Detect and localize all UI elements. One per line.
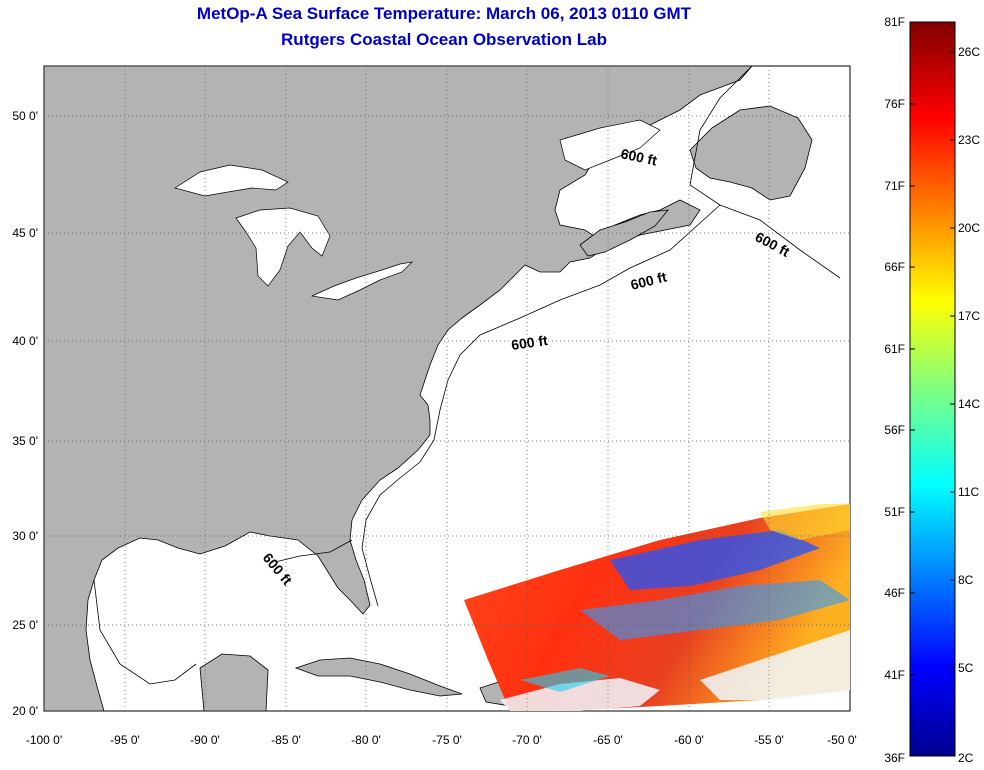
colorbar-f-label: 46F — [884, 586, 905, 600]
colorbar-c-label: 23C — [958, 133, 980, 147]
y-tick-label: 50 0' — [12, 109, 38, 123]
y-tick-label: 20 0' — [12, 704, 38, 718]
y-tick-label: 25 0' — [12, 618, 38, 632]
lake-erie-ontario — [310, 261, 414, 301]
yucatan — [199, 653, 269, 711]
x-tick-label: -90 0' — [190, 733, 220, 747]
colorbar-f-label: 51F — [884, 505, 905, 519]
colorbar-f-label: 66F — [884, 260, 905, 274]
colorbar-f-label: 56F — [884, 423, 905, 437]
colorbar-f-label: 41F — [884, 668, 905, 682]
colorbar-c-label: 5C — [958, 661, 974, 675]
colorbar-f-label: 81F — [884, 15, 905, 29]
north-america-land — [44, 66, 753, 711]
colorbar-f-label: 61F — [884, 342, 905, 356]
x-tick-label: -65 0' — [593, 733, 623, 747]
colorbar-c-labels: 26C 23C 20C 17C 14C 11C 8C 5C 2C — [958, 45, 980, 765]
colorbar-c-label: 20C — [958, 221, 980, 235]
colorbar-f-label: 71F — [884, 179, 905, 193]
colorbar-c-label: 8C — [958, 573, 974, 587]
y-axis-ticks: 50 0' 45 0' 40 0' 35 0' 30 0' 25 0' 20 0… — [12, 109, 38, 718]
x-tick-label: -80 0' — [351, 733, 381, 747]
depth-label: 600 ft — [510, 332, 549, 353]
x-tick-label: -75 0' — [432, 733, 462, 747]
cuba — [294, 657, 463, 697]
x-tick-label: -55 0' — [754, 733, 784, 747]
y-tick-label: 45 0' — [12, 226, 38, 240]
map-title: MetOp-A Sea Surface Temperature: March 0… — [196, 4, 692, 23]
map-subtitle: Rutgers Coastal Ocean Observation Lab — [281, 30, 607, 49]
x-tick-label: -85 0' — [271, 733, 301, 747]
newfoundland — [689, 105, 813, 201]
colorbar-f-labels: 81F 76F 71F 66F 61F 56F 51F 46F 41F 36F — [884, 15, 905, 765]
colorbar-f-label: 36F — [884, 751, 905, 765]
lake-michigan-huron — [235, 207, 331, 287]
depth-contour-600ft — [93, 66, 841, 685]
depth-label: 600 ft — [619, 145, 658, 168]
colorbar-c-label: 11C — [958, 485, 979, 499]
colorbar-c-label: 14C — [958, 397, 980, 411]
colorbar-f-label: 76F — [884, 97, 905, 111]
x-tick-label: -95 0' — [110, 733, 140, 747]
x-tick-label: -70 0' — [512, 733, 542, 747]
colorbar-ticks — [910, 21, 955, 757]
colorbar-c-label: 26C — [958, 45, 980, 59]
lake-superior — [174, 164, 289, 197]
y-tick-label: 40 0' — [12, 334, 38, 348]
colorbar — [909, 21, 956, 757]
y-tick-label: 30 0' — [12, 529, 38, 543]
y-tick-label: 35 0' — [12, 434, 38, 448]
x-tick-label: -60 0' — [674, 733, 704, 747]
x-tick-label: -50 0' — [827, 733, 857, 747]
x-tick-label: -100 0' — [26, 733, 62, 747]
gulf-st-lawrence — [559, 119, 661, 171]
x-axis-ticks: -100 0' -95 0' -90 0' -85 0' -80 0' -75 … — [26, 733, 857, 747]
swath-cloud-patches — [500, 504, 850, 711]
colorbar-c-label: 2C — [958, 751, 974, 765]
colorbar-c-label: 17C — [958, 309, 980, 323]
